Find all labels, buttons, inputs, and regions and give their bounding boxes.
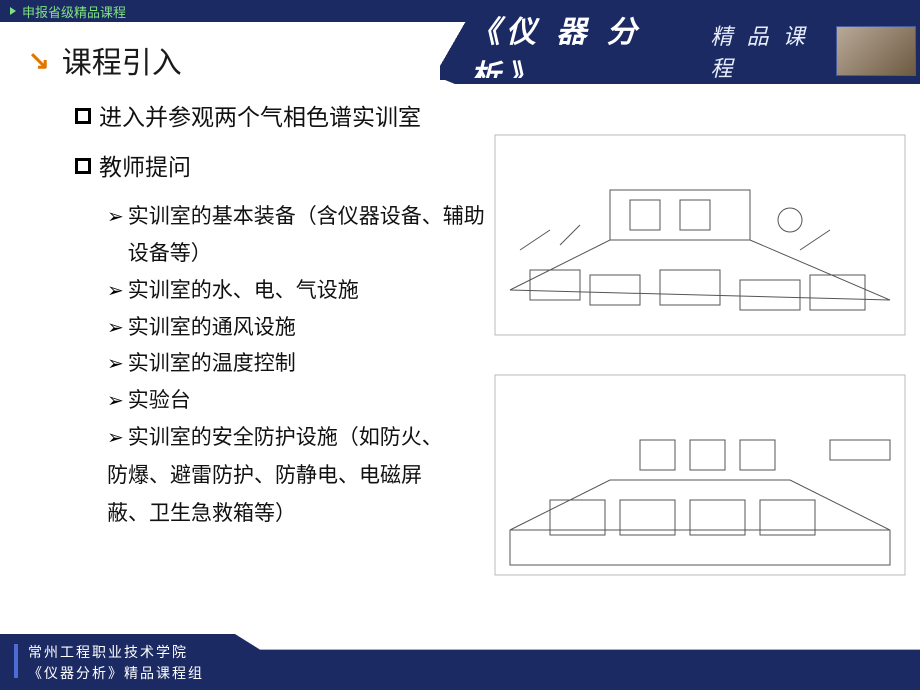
chevron-icon: ➢	[107, 199, 124, 235]
continuation-1: 防爆、避雷防护、防静电、电磁屏	[75, 457, 495, 496]
lab-sketch-messy-icon	[490, 130, 910, 340]
illustration-top	[490, 130, 910, 340]
footer-line-1: 常州工程职业技术学院	[28, 642, 920, 663]
header-photo	[836, 26, 916, 76]
topbar-text: 申报省级精品课程	[22, 2, 126, 21]
sub-item: ➢ 实训室的水、电、气设施	[107, 273, 495, 310]
bullet-line-2: 教师提问	[75, 150, 495, 186]
bullet-line-1: 进入并参观两个气相色谱实训室	[75, 100, 495, 136]
course-title-sub: 精 品 课 程	[710, 19, 830, 83]
continuation-2: 蔽、卫生急救箱等）	[75, 495, 495, 534]
section-title-row: ↘ 课程引入	[28, 38, 182, 82]
sub-item: ➢ 实训室的通风设施	[107, 310, 495, 347]
sub-text: 实训室的基本装备（含仪器设备、辅助设备等）	[128, 199, 495, 273]
sub-text: 实训室的温度控制	[128, 346, 495, 383]
chevron-icon: ➢	[107, 383, 124, 419]
illustration-bottom	[490, 370, 910, 580]
sub-item: ➢ 实验台	[107, 383, 495, 420]
sub-text: 实验台	[128, 383, 495, 420]
header-divider	[440, 22, 470, 80]
chevron-icon: ➢	[107, 346, 124, 382]
bullet-text-1: 进入并参观两个气相色谱实训室	[99, 100, 421, 136]
sub-text: 实训室的安全防护设施（如防火、	[128, 420, 495, 457]
sub-text: 实训室的通风设施	[128, 310, 495, 347]
bullet-text-2: 教师提问	[99, 150, 191, 186]
sub-item: ➢ 实训室的温度控制	[107, 346, 495, 383]
chevron-icon: ➢	[107, 273, 124, 309]
footer-line-2: 《仪器分析》精品课程组	[28, 663, 920, 684]
square-bullet-icon	[75, 158, 91, 174]
section-title: 课程引入	[62, 38, 182, 82]
sub-list: ➢ 实训室的基本装备（含仪器设备、辅助设备等） ➢ 实训室的水、电、气设施 ➢ …	[75, 199, 495, 456]
sub-item: ➢ 实训室的基本装备（含仪器设备、辅助设备等）	[107, 199, 495, 273]
chevron-icon: ➢	[107, 310, 124, 346]
header-right: 《仪 器 分 析》 精 品 课 程	[470, 22, 920, 80]
square-bullet-icon	[75, 108, 91, 124]
section-arrow-icon: ↘	[28, 45, 50, 76]
sub-item: ➢ 实训室的安全防护设施（如防火、	[107, 420, 495, 457]
play-icon	[10, 7, 16, 15]
lab-sketch-tidy-icon	[490, 370, 910, 580]
sub-text: 实训室的水、电、气设施	[128, 273, 495, 310]
footer-accent-bar	[14, 644, 18, 678]
chevron-icon: ➢	[107, 420, 124, 456]
footer: 常州工程职业技术学院 《仪器分析》精品课程组	[0, 634, 920, 690]
content: 进入并参观两个气相色谱实训室 教师提问 ➢ 实训室的基本装备（含仪器设备、辅助设…	[75, 100, 495, 534]
